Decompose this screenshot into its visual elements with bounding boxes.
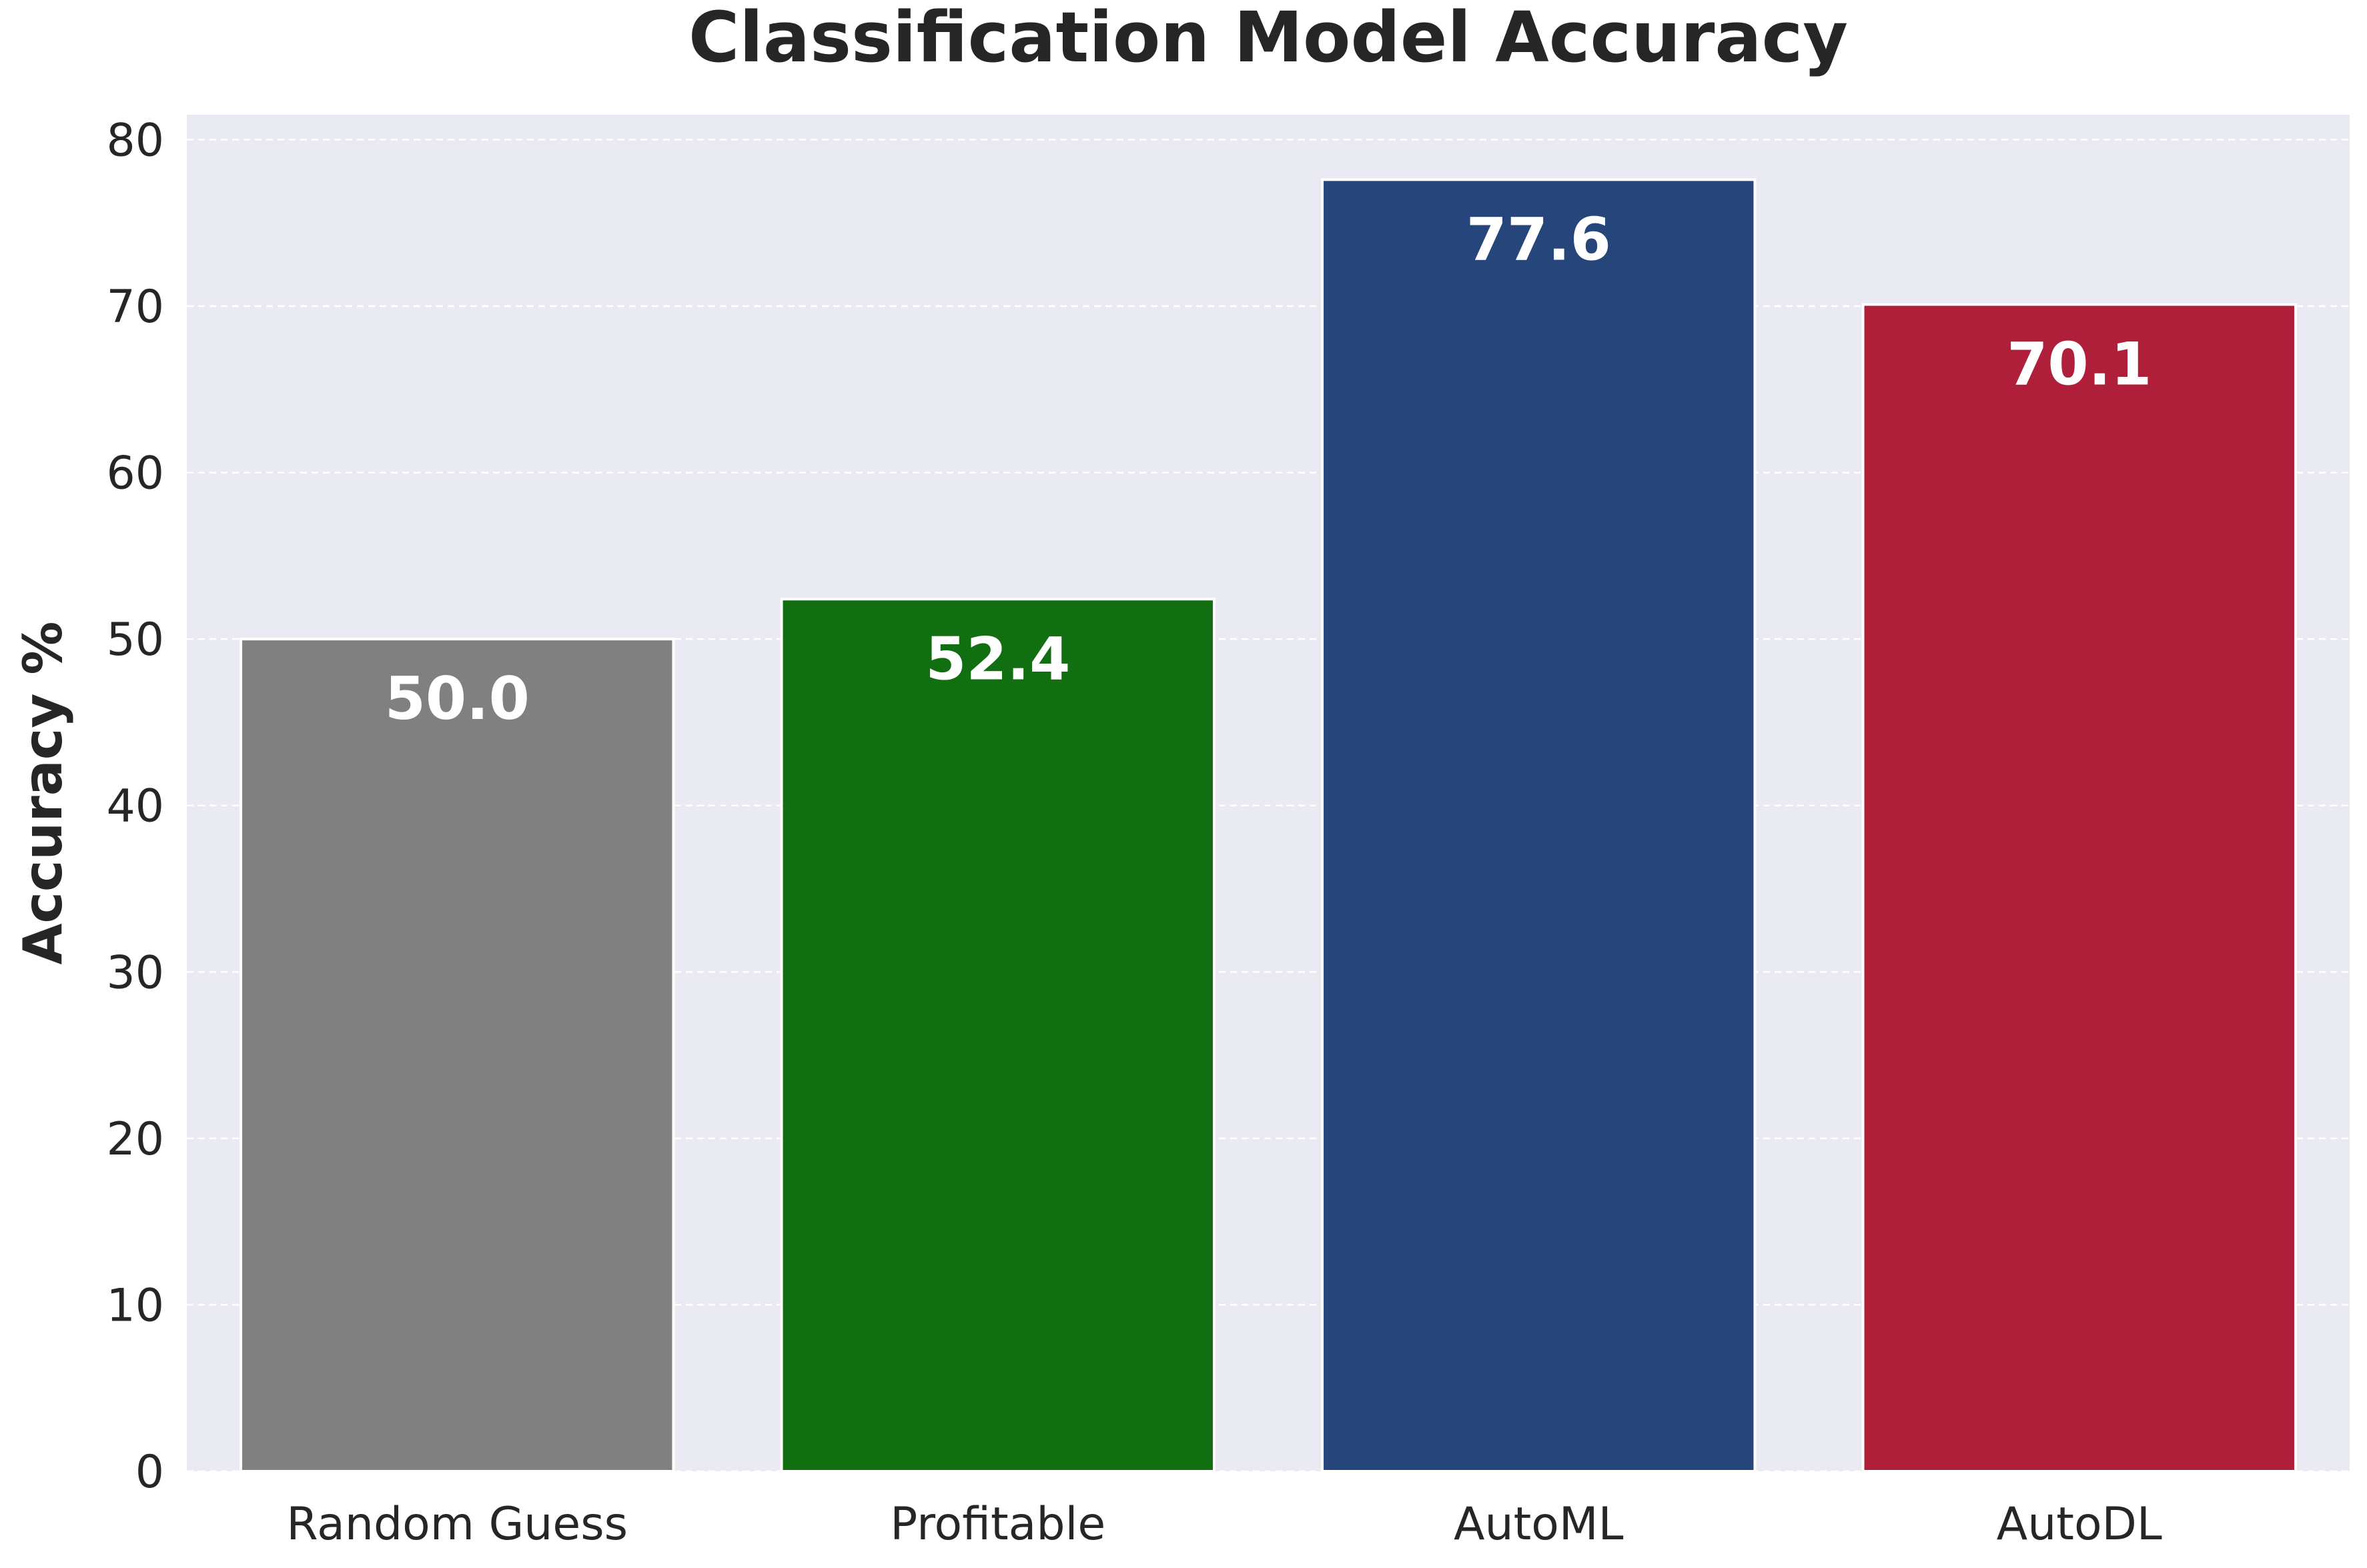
bar	[240, 638, 675, 1473]
y-axis-label: Accuracy %	[12, 622, 74, 965]
x-tick-label: AutoML	[1454, 1498, 1624, 1551]
bar-value-label: 52.4	[925, 624, 1070, 693]
y-tick-label: 60	[106, 448, 164, 500]
x-tick-label: Profitable	[890, 1498, 1105, 1551]
bars	[240, 178, 2297, 1473]
bar	[780, 598, 1216, 1473]
x-tick-label: Random Guess	[286, 1498, 628, 1551]
y-tick-label: 80	[106, 114, 164, 167]
gridlines	[187, 139, 2350, 1473]
x-axis-ticks: Random Guess Profitable AutoML AutoDL	[286, 1498, 2162, 1551]
y-tick-label: 0	[135, 1446, 164, 1499]
bar-value-label: 50.0	[385, 664, 530, 733]
x-tick-label: AutoDL	[1997, 1498, 2162, 1551]
bar-value-label: 70.1	[2007, 330, 2152, 399]
bar	[1321, 178, 1757, 1473]
bar-value-label: 77.6	[1466, 205, 1611, 273]
y-tick-label: 70	[106, 281, 164, 333]
chart-title: Classification Model Accuracy	[688, 0, 1848, 78]
y-tick-label: 30	[106, 946, 164, 999]
bar	[1861, 303, 2297, 1473]
value-labels: 50.0 52.4 77.6 70.1	[385, 205, 2152, 733]
y-tick-label: 10	[106, 1279, 164, 1332]
y-tick-label: 20	[106, 1113, 164, 1166]
y-axis-ticks: 0 10 20 30 40 50 60 70 80	[106, 114, 164, 1499]
y-tick-label: 50	[106, 614, 164, 666]
y-tick-label: 40	[106, 780, 164, 833]
